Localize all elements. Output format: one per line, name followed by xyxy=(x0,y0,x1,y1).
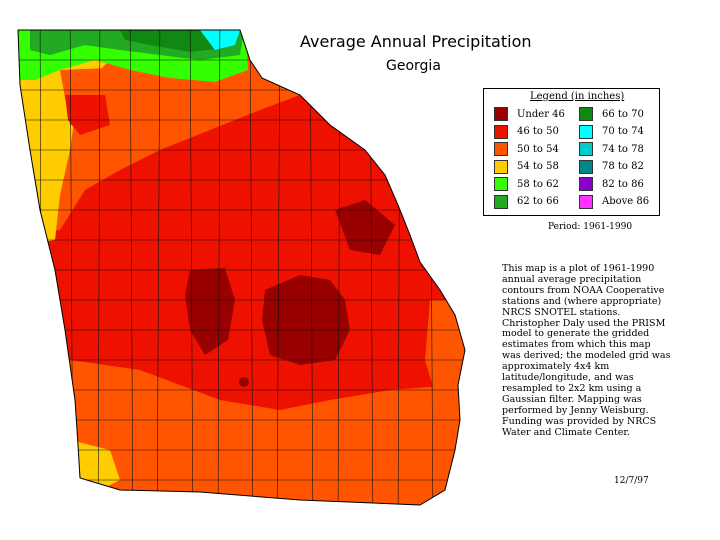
legend-swatch xyxy=(579,177,593,191)
legend-swatch xyxy=(494,107,508,121)
legend-item: 58 to 62 xyxy=(494,177,559,191)
legend-item: 74 to 78 xyxy=(579,142,644,156)
legend-swatch xyxy=(579,159,593,174)
description-text: This map is a plot of 1961-1990 annual a… xyxy=(502,263,671,438)
zone-under-46-dot xyxy=(239,377,249,387)
legend-item: Under 46 xyxy=(494,107,565,121)
legend-label: 46 to 50 xyxy=(517,126,559,137)
legend-swatch xyxy=(494,159,508,174)
legend-item: Above 86 xyxy=(579,194,650,209)
legend-label: 50 to 54 xyxy=(517,143,559,155)
legend-label: 58 to 62 xyxy=(517,178,559,190)
legend-item: 66 to 70 xyxy=(579,107,644,121)
map-subtitle: Georgia xyxy=(386,58,441,74)
state-outline xyxy=(17,29,466,506)
legend-item: 62 to 66 xyxy=(494,194,559,209)
legend-label: 74 to 78 xyxy=(602,143,644,155)
legend-item: 50 to 54 xyxy=(494,142,559,156)
period-label: Period: 1961-1990 xyxy=(548,222,633,232)
zone-under-46-east xyxy=(335,200,395,255)
legend-label: 62 to 66 xyxy=(517,196,559,207)
legend-item: 78 to 82 xyxy=(579,159,644,174)
legend-item: 54 to 58 xyxy=(494,159,559,174)
legend-item: 82 to 86 xyxy=(579,177,644,191)
zone-under-46-west xyxy=(185,268,235,355)
legend-label: 54 to 58 xyxy=(517,161,559,172)
legend-swatch xyxy=(579,124,593,139)
legend-label: Under 46 xyxy=(517,108,565,120)
legend-label: 66 to 70 xyxy=(602,108,644,120)
legend-title: Legend (in inches) xyxy=(530,91,625,102)
legend-swatch xyxy=(579,194,593,209)
zone-46-50-patch xyxy=(65,95,110,135)
legend-swatch xyxy=(494,194,508,209)
legend-label: 78 to 82 xyxy=(602,161,644,172)
date-label: 12/7/97 xyxy=(614,476,649,486)
zone-66-70 xyxy=(120,30,230,52)
legend-item: 46 to 50 xyxy=(494,124,559,139)
legend-item: 70 to 74 xyxy=(579,124,644,139)
legend-box: Legend (in inches) Under 46 46 to 50 50 to… xyxy=(483,88,660,216)
legend-label: 70 to 74 xyxy=(602,126,644,137)
map-title: Average Annual Precipitation xyxy=(300,32,532,51)
legend-swatch xyxy=(494,124,508,139)
legend-swatch xyxy=(494,142,508,156)
legend-swatch xyxy=(579,107,593,121)
legend-label: Above 86 xyxy=(602,196,650,207)
zone-under-46-central xyxy=(262,275,350,365)
legend-label: 82 to 86 xyxy=(602,178,644,190)
legend-swatch xyxy=(494,177,508,191)
county-lines xyxy=(18,30,465,505)
legend-swatch xyxy=(579,142,593,156)
